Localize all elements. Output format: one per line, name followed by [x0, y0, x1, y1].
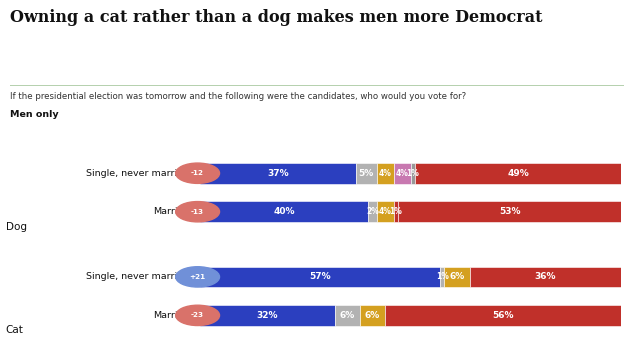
Text: Owning a cat rather than a dog makes men more Democrat: Owning a cat rather than a dog makes men…	[10, 9, 542, 26]
Text: 1%: 1%	[436, 272, 449, 281]
Text: 4%: 4%	[378, 207, 392, 216]
Text: 6%: 6%	[450, 272, 465, 281]
Bar	[444, 267, 470, 287]
Text: 6%: 6%	[365, 311, 380, 320]
Text: 53%: 53%	[499, 207, 521, 216]
Text: Cat: Cat	[6, 325, 23, 335]
Bar	[200, 163, 356, 184]
Text: Men only: Men only	[10, 110, 58, 119]
Text: -23: -23	[191, 312, 204, 318]
Text: Single, never married: Single, never married	[86, 272, 189, 281]
Text: -12: -12	[191, 170, 204, 176]
Bar	[394, 201, 398, 222]
Bar	[200, 267, 440, 287]
Text: -13: -13	[191, 209, 204, 215]
Bar	[470, 267, 621, 287]
Text: 4%: 4%	[396, 169, 408, 178]
Bar	[440, 267, 444, 287]
Circle shape	[176, 267, 219, 287]
Circle shape	[176, 202, 219, 222]
Bar	[377, 163, 394, 184]
Text: 2%: 2%	[366, 207, 379, 216]
Bar	[360, 305, 385, 326]
Text: 1%: 1%	[406, 169, 419, 178]
Bar	[385, 305, 621, 326]
Text: Married: Married	[153, 207, 189, 216]
Bar	[377, 201, 394, 222]
Text: Married: Married	[153, 311, 189, 320]
Text: 4%: 4%	[378, 169, 392, 178]
Text: Single, never married: Single, never married	[86, 169, 189, 178]
Text: 6%: 6%	[340, 311, 355, 320]
Text: 1%: 1%	[389, 207, 402, 216]
Bar	[335, 305, 360, 326]
Text: +21: +21	[190, 274, 205, 280]
Circle shape	[176, 305, 219, 326]
Bar	[394, 163, 410, 184]
Bar	[368, 201, 377, 222]
Circle shape	[176, 163, 219, 183]
Text: 37%: 37%	[267, 169, 288, 178]
Text: 5%: 5%	[359, 169, 374, 178]
Text: 36%: 36%	[534, 272, 556, 281]
Bar	[398, 201, 621, 222]
Bar	[200, 201, 368, 222]
Bar	[415, 163, 621, 184]
Text: 40%: 40%	[273, 207, 295, 216]
Bar	[200, 305, 335, 326]
Bar	[356, 163, 377, 184]
Text: 57%: 57%	[309, 272, 331, 281]
Text: 49%: 49%	[507, 169, 529, 178]
Text: If the presidential election was tomorrow and the following were the candidates,: If the presidential election was tomorro…	[10, 92, 465, 102]
Bar	[411, 163, 415, 184]
Text: 56%: 56%	[493, 311, 514, 320]
Text: 32%: 32%	[256, 311, 278, 320]
Text: Dog: Dog	[6, 222, 27, 231]
